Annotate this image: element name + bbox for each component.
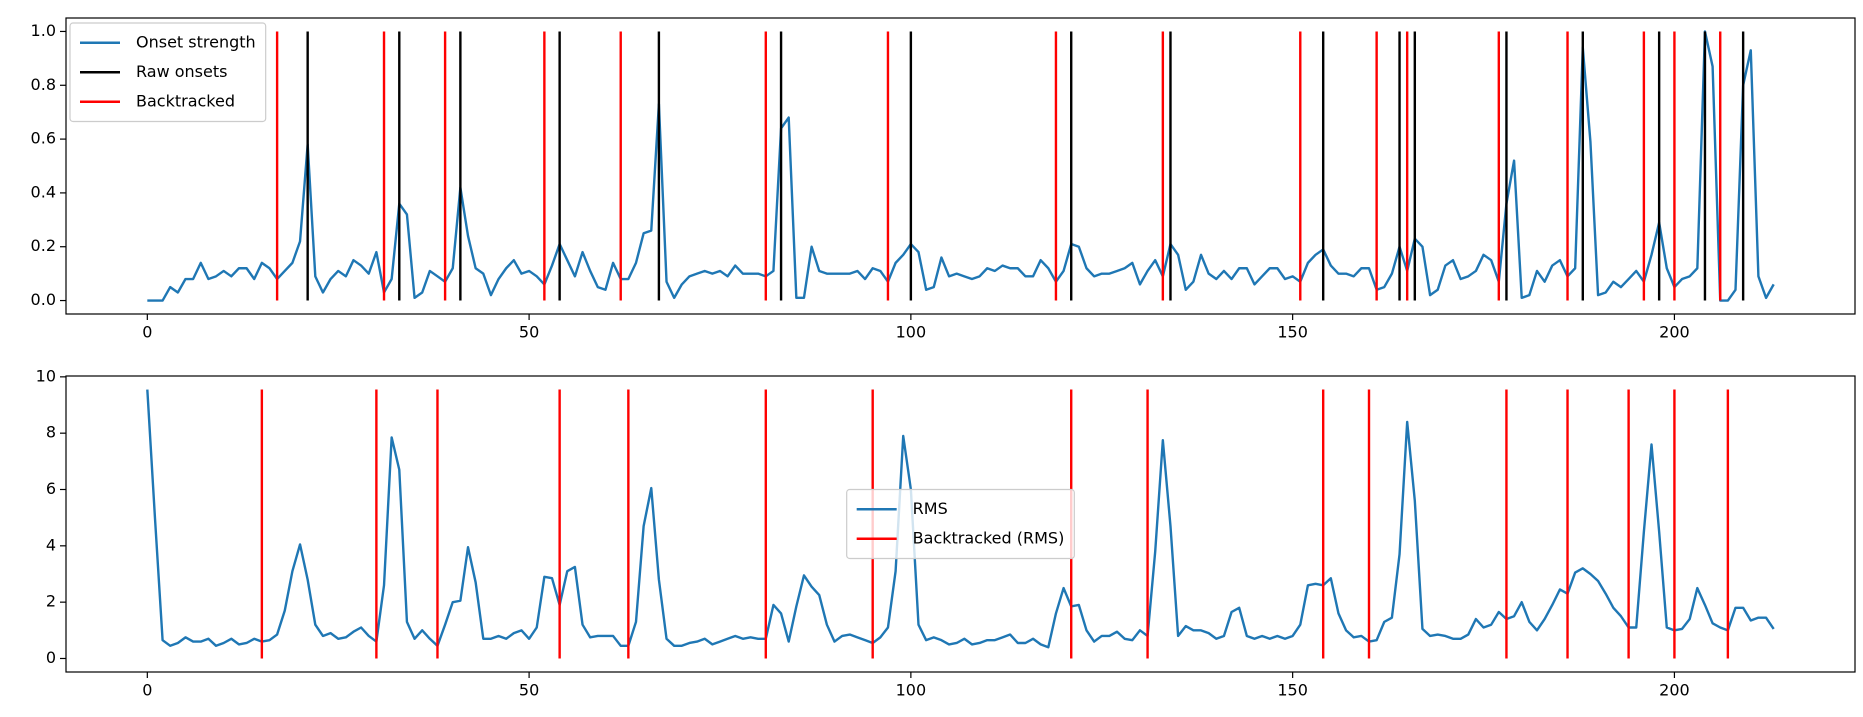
legend-label: RMS xyxy=(913,499,948,518)
y-tick-label: 2 xyxy=(46,592,56,611)
y-tick-label: 0.0 xyxy=(31,290,56,309)
series-line xyxy=(147,30,1775,302)
legend-label: Raw onsets xyxy=(136,62,227,81)
legend-label: Onset strength xyxy=(136,32,256,51)
x-tick-label: 0 xyxy=(142,681,152,700)
plot-area xyxy=(147,30,1775,302)
x-tick-label: 150 xyxy=(1277,323,1308,342)
y-tick-label: 10 xyxy=(36,366,56,385)
plot-area xyxy=(146,389,1775,659)
y-tick-label: 0.4 xyxy=(31,182,56,201)
legend: Onset strength Raw onsets Backtracked xyxy=(69,22,267,123)
subplot: 0 50 100 150 200 0 2 4 6 8 10 RMS Backtracked (RMS) xyxy=(36,366,1856,700)
y-tick-label: 0.6 xyxy=(31,129,56,148)
x-tick-label: 0 xyxy=(142,323,152,342)
legend-label: Backtracked (RMS) xyxy=(913,528,1065,547)
x-tick-label: 150 xyxy=(1277,681,1308,700)
x-tick-label: 200 xyxy=(1659,681,1690,700)
x-tick-label: 100 xyxy=(896,323,927,342)
series-line xyxy=(146,389,1775,649)
axes-frame xyxy=(65,375,1856,673)
y-tick-label: 1.0 xyxy=(31,21,56,40)
y-tick-label: 8 xyxy=(46,423,56,442)
y-tick-label: 0.2 xyxy=(31,236,56,255)
x-tick-label: 100 xyxy=(896,681,927,700)
x-tick-label: 200 xyxy=(1659,323,1690,342)
legend-label: Backtracked xyxy=(136,91,235,110)
subplot: 0 50 100 150 200 0.0 0.2 0.4 0.6 0.8 1.0 Onset stre… xyxy=(31,17,1856,342)
y-tick-label: 0.8 xyxy=(31,75,56,94)
y-tick-label: 0 xyxy=(46,648,56,667)
legend-frame xyxy=(846,488,1075,560)
legend-frame xyxy=(69,22,267,123)
legend: RMS Backtracked (RMS) xyxy=(846,488,1075,560)
y-tick-label: 4 xyxy=(46,535,56,554)
x-tick-label: 50 xyxy=(519,323,539,342)
y-tick-label: 6 xyxy=(46,479,56,498)
x-tick-label: 50 xyxy=(519,681,539,700)
axes-frame xyxy=(65,17,1856,315)
